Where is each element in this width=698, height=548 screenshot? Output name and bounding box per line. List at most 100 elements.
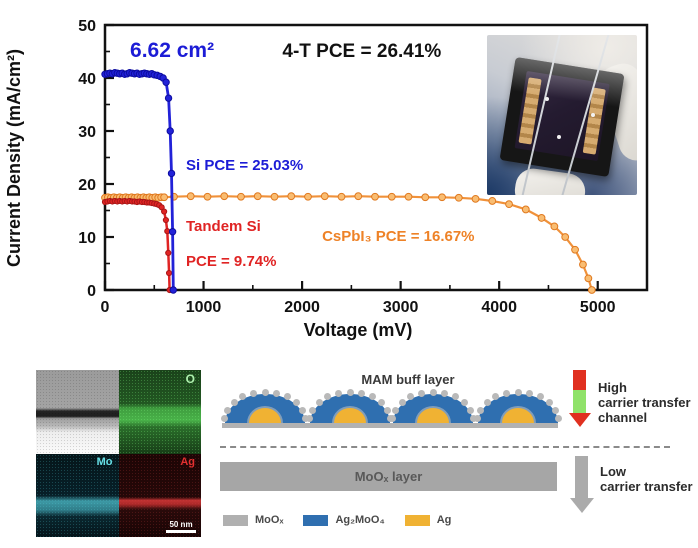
series-marker-CsPbI₃: [387, 192, 396, 201]
annotation-cspbi3-pce: CsPbI₃ PCE = 16.67%: [322, 228, 474, 245]
series-marker-CsPbI₃: [220, 192, 229, 201]
annotation-tandem-si-name: Tandem Si: [186, 218, 261, 235]
series-marker-CsPbI₃: [537, 214, 546, 222]
series-marker-CsPbI₃: [561, 233, 570, 241]
jv-curve-chart: 0 1000 2000 3000 4000 5000 0 10 20 30 40 50 Voltage …: [4, 18, 649, 340]
series-marker-Tandem Si: [162, 216, 170, 224]
mam-buff-layer-label: MAM buff layer: [361, 372, 455, 387]
series-marker-Tandem Si: [165, 249, 172, 256]
series-marker-Si: [169, 286, 177, 294]
arrow-head: [569, 498, 594, 513]
series-marker-Tandem Si: [161, 208, 168, 215]
x-tick-label: 1000: [186, 299, 222, 316]
moox-particle-dot: [283, 393, 291, 401]
moox-particle-dot: [346, 388, 354, 396]
series-marker-CsPbI₃: [186, 192, 195, 201]
moox-particle-dot: [315, 399, 323, 407]
moox-particle-dot: [398, 399, 406, 407]
y-tick-label: 40: [78, 71, 96, 88]
annotation-cell-area: 6.62 cm²: [130, 39, 214, 62]
moox-particle-dot: [417, 389, 425, 397]
moox-particle-dot: [466, 406, 474, 414]
ag-core: [334, 408, 366, 423]
moox-particle-dot: [377, 399, 385, 407]
legend-swatch: [303, 514, 329, 526]
series-marker-CsPbI₃: [203, 192, 212, 201]
series-marker-Si: [162, 78, 170, 86]
moox-particle-dot: [224, 406, 232, 414]
legend-label: Ag₂MoO₄: [335, 514, 385, 526]
series-marker-CsPbI₃: [550, 222, 559, 231]
low-transfer-arrow-icon: [569, 456, 594, 513]
moox-particle-dot: [388, 415, 396, 423]
eds-map-grid: O Mo Ag 50 nm: [36, 370, 201, 537]
nanoparticle-dome: [220, 388, 310, 423]
solder-dot: [557, 135, 561, 139]
moox-particle-dot: [555, 415, 563, 423]
x-tick-label: 0: [101, 299, 110, 316]
molybdenum-label: Mo: [96, 455, 113, 468]
series-marker-CsPbI₃: [354, 192, 363, 201]
moox-particle-dot: [239, 393, 247, 401]
moox-particle-dot: [473, 415, 481, 423]
nanoparticle-dome: [305, 388, 395, 423]
moox-particle-dot: [551, 406, 559, 414]
series-marker-Si: [164, 94, 173, 102]
y-tick-label: 30: [78, 124, 96, 141]
arrow-segment: [575, 456, 588, 498]
dashed-divider: [220, 446, 670, 448]
ag-core: [249, 408, 281, 423]
arrow-segment: [573, 390, 586, 413]
x-tick-label: 2000: [284, 299, 320, 316]
y-tick-label: 50: [78, 18, 96, 35]
tem-cross-section-panel: [36, 370, 119, 454]
legend-item: Ag: [404, 514, 452, 526]
legend-label: MoOₓ: [255, 514, 284, 526]
moox-particle-dot: [470, 415, 478, 423]
moox-particle-dot: [358, 389, 366, 397]
moox-particle-dot: [302, 415, 310, 423]
silver-label: Ag: [180, 455, 195, 468]
moox-particle-dot: [460, 399, 468, 407]
moox-particle-dot: [273, 389, 281, 397]
moox-particle-dot: [249, 389, 257, 397]
legend-item: Ag₂MoO₄: [303, 514, 385, 526]
series-marker-CsPbI₃: [579, 260, 587, 269]
series-marker-Si: [168, 228, 177, 236]
series-marker-Tandem Si: [165, 269, 173, 277]
moox-particle-dot: [451, 393, 459, 401]
y-tick-label: 10: [78, 230, 96, 247]
x-tick-label: 4000: [481, 299, 517, 316]
x-axis-title: Voltage (mV): [304, 320, 413, 340]
x-tick-label: 5000: [580, 299, 616, 316]
series-marker-CsPbI₃: [371, 192, 379, 201]
legend-label: Ag: [436, 514, 452, 526]
series-line-Tandem Si: [103, 199, 171, 292]
moox-particle-dot: [309, 406, 317, 414]
scale-bar-label: 50 nm: [169, 520, 193, 529]
solder-dot: [591, 113, 595, 117]
series-marker-CsPbI₃: [320, 192, 329, 201]
moox-particle-dot: [220, 415, 228, 423]
substrate-line: [222, 423, 558, 428]
ag-core: [502, 408, 534, 423]
series-marker-CsPbI₃: [160, 193, 169, 202]
eds-molybdenum-panel: Mo: [36, 453, 119, 537]
series-marker-CsPbI₃: [270, 192, 279, 201]
device-photo-inset: [487, 35, 637, 195]
material-legend: MoOₓ Ag₂MoO₄ Ag: [223, 514, 471, 526]
moox-particle-dot: [368, 393, 376, 401]
series-marker-CsPbI₃: [337, 192, 346, 201]
series-marker-CsPbI₃: [304, 192, 312, 201]
scale-bar-line: [166, 530, 196, 533]
series-marker-CsPbI₃: [471, 194, 480, 203]
moox-particle-dot: [324, 393, 332, 401]
moox-particle-dot: [536, 393, 544, 401]
high-transfer-arrow-icon: [568, 370, 591, 427]
legend-swatch: [404, 514, 430, 526]
series-marker-Si: [167, 169, 176, 178]
oxygen-label: O: [185, 372, 195, 386]
low-transfer-label: Low carrier transfer: [600, 464, 693, 494]
legend-swatch: [223, 514, 248, 526]
scale-bar: 50 nm: [166, 520, 196, 533]
